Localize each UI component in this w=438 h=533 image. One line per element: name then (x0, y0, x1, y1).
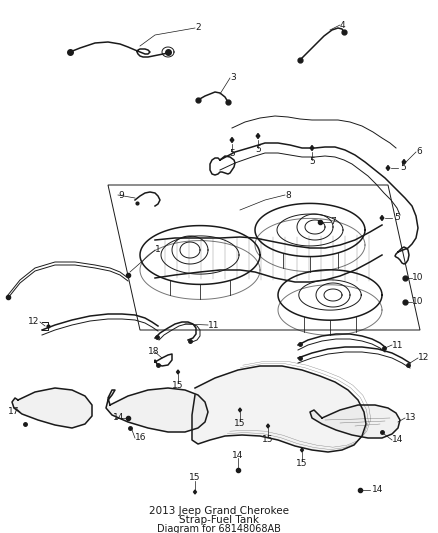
Text: 17: 17 (8, 408, 20, 416)
Polygon shape (267, 424, 269, 428)
Polygon shape (106, 388, 208, 432)
Polygon shape (239, 408, 241, 412)
Polygon shape (310, 405, 400, 438)
Text: 1: 1 (155, 246, 161, 254)
Text: 5: 5 (255, 146, 261, 155)
Text: 15: 15 (296, 459, 308, 469)
Text: 13: 13 (405, 414, 417, 423)
Polygon shape (177, 370, 180, 374)
Text: 5: 5 (229, 149, 235, 158)
Text: 9: 9 (118, 190, 124, 199)
Text: 2013 Jeep Grand Cherokee: 2013 Jeep Grand Cherokee (149, 506, 289, 516)
Text: 5: 5 (394, 214, 400, 222)
Text: 4: 4 (340, 20, 346, 29)
Text: 10: 10 (412, 297, 424, 306)
Text: 14: 14 (232, 451, 244, 461)
Text: 11: 11 (392, 341, 403, 350)
Text: 12: 12 (28, 318, 39, 327)
Text: 15: 15 (172, 382, 184, 391)
Polygon shape (380, 215, 384, 221)
Polygon shape (310, 146, 314, 150)
Text: Diagram for 68148068AB: Diagram for 68148068AB (157, 524, 281, 533)
Text: Strap-Fuel Tank: Strap-Fuel Tank (179, 515, 259, 525)
Polygon shape (402, 159, 406, 165)
Text: 14: 14 (392, 435, 403, 445)
Text: 11: 11 (208, 320, 219, 329)
Polygon shape (230, 138, 234, 142)
Text: 18: 18 (148, 348, 159, 357)
Text: 16: 16 (135, 433, 146, 442)
Text: 15: 15 (234, 419, 246, 429)
Polygon shape (192, 366, 366, 452)
Text: 5: 5 (309, 157, 315, 166)
Polygon shape (194, 490, 196, 494)
Text: 15: 15 (262, 435, 274, 445)
Polygon shape (386, 166, 390, 171)
Text: 2: 2 (195, 23, 201, 33)
Text: 14: 14 (372, 486, 383, 495)
Text: 8: 8 (285, 190, 291, 199)
Text: 12: 12 (418, 353, 429, 362)
Polygon shape (12, 388, 92, 428)
Text: 10: 10 (412, 273, 424, 282)
Text: 6: 6 (416, 148, 422, 157)
Polygon shape (256, 133, 260, 139)
Text: 3: 3 (230, 74, 236, 83)
Text: 7: 7 (330, 217, 336, 227)
Polygon shape (300, 448, 304, 452)
Text: 15: 15 (189, 473, 201, 482)
Text: 5: 5 (400, 164, 406, 173)
Text: 14: 14 (113, 414, 124, 423)
